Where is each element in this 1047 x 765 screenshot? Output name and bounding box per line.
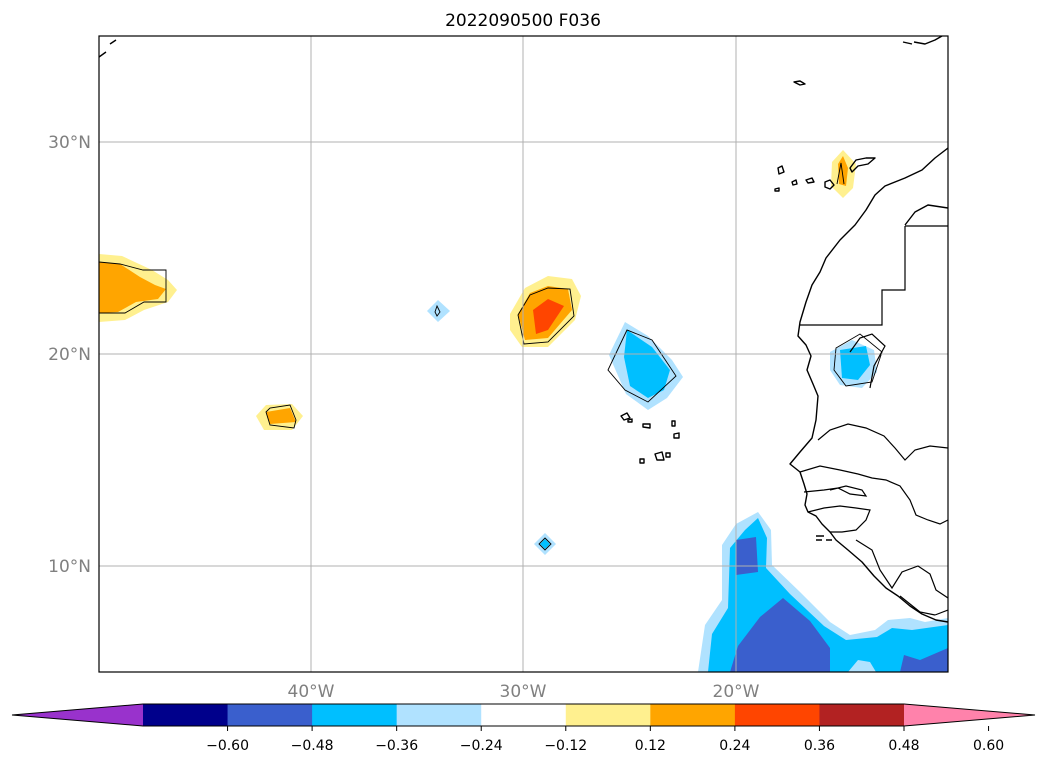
lon-label: 40°W bbox=[288, 682, 335, 702]
country-border bbox=[855, 539, 948, 599]
anomaly-fields bbox=[99, 150, 948, 672]
country-border bbox=[899, 595, 936, 616]
canary-islands bbox=[791, 179, 798, 186]
negative-anomaly-contour bbox=[848, 660, 876, 672]
negative-anomaly-contour bbox=[900, 648, 948, 672]
canary-islands bbox=[849, 157, 876, 173]
cape-verde-islands bbox=[627, 418, 633, 423]
contour-line bbox=[99, 261, 167, 314]
madeira-island bbox=[793, 80, 806, 86]
contour-line bbox=[434, 304, 441, 317]
colorbar-tick-label: −0.48 bbox=[291, 738, 334, 754]
positive-anomaly-contour bbox=[99, 262, 166, 313]
negative-anomaly-contour bbox=[427, 300, 450, 322]
colorbar-segment bbox=[227, 704, 313, 726]
contour-line bbox=[517, 287, 575, 345]
colorbar-segment bbox=[143, 704, 229, 726]
country-border bbox=[800, 226, 906, 326]
lat-label: 20°N bbox=[48, 345, 91, 365]
map-frame bbox=[98, 35, 949, 673]
lon-label: 20°W bbox=[713, 682, 760, 702]
morocco-coastline bbox=[904, 204, 948, 226]
colorbar-tick-label: 0.36 bbox=[804, 738, 835, 754]
colorbar-outline bbox=[11, 703, 1036, 727]
colorbar-tick-label: 0.12 bbox=[635, 738, 666, 754]
contour-line bbox=[265, 404, 297, 429]
cape-verde-islands bbox=[671, 420, 676, 427]
cape-verde-islands bbox=[620, 412, 631, 421]
colorbar-tick-label: −0.36 bbox=[375, 738, 418, 754]
colorbar-under-extension bbox=[12, 704, 143, 726]
canary-islands bbox=[805, 177, 815, 184]
colorbar: −0.60 −0.48 −0.36 −0.24 −0.12 0.12 0.24 0.36 0.4… bbox=[11, 703, 1036, 754]
colorbar-tick-label: 0.24 bbox=[719, 738, 750, 754]
negative-anomaly-contour bbox=[736, 537, 758, 575]
colorbar-tick-label: −0.24 bbox=[460, 738, 503, 754]
colorbar-tick-label: 0.60 bbox=[973, 738, 1004, 754]
positive-anomaly-contour bbox=[533, 299, 564, 334]
bissagos-islands bbox=[816, 535, 832, 541]
colorbar-segment bbox=[312, 704, 398, 726]
country-border bbox=[807, 505, 871, 533]
negative-anomaly-contour bbox=[624, 330, 670, 398]
contour-line bbox=[607, 329, 677, 403]
contour-lines bbox=[99, 162, 883, 551]
country-border bbox=[803, 485, 868, 497]
colorbar-segment bbox=[734, 704, 820, 726]
contour-line bbox=[833, 333, 883, 387]
cape-verde-islands bbox=[654, 451, 665, 461]
country-border bbox=[934, 609, 948, 616]
map-area bbox=[99, 36, 948, 672]
coastline-fragment bbox=[99, 39, 117, 58]
colorbar-tick-label: 0.48 bbox=[888, 738, 919, 754]
canary-islands bbox=[774, 187, 780, 192]
lon-label: 30°W bbox=[500, 682, 547, 702]
colorbar-over-extension bbox=[904, 704, 1035, 726]
map-title: 2022090500 F036 bbox=[445, 11, 601, 31]
country-border bbox=[817, 423, 948, 461]
lat-label: 30°N bbox=[48, 133, 91, 153]
cape-verde-islands bbox=[639, 458, 645, 464]
colorbar-tick-label: −0.60 bbox=[206, 738, 249, 754]
coastline bbox=[99, 36, 948, 623]
colorbar-tick-label: −0.12 bbox=[544, 738, 587, 754]
colorbar-segment bbox=[396, 704, 482, 726]
negative-anomaly-contour bbox=[540, 539, 550, 549]
cape-verde-islands bbox=[665, 452, 671, 458]
canary-islands bbox=[777, 165, 785, 175]
coastline-fragment bbox=[902, 36, 943, 45]
country-border bbox=[799, 465, 948, 525]
canary-islands bbox=[824, 179, 835, 190]
africa-coastline bbox=[789, 147, 948, 623]
negative-anomaly-contour bbox=[730, 598, 830, 672]
cape-verde-islands bbox=[673, 432, 680, 439]
cape-verde-islands bbox=[642, 423, 651, 429]
positive-anomaly-contour bbox=[266, 408, 296, 424]
colorbar-segment bbox=[819, 704, 905, 726]
graticule bbox=[99, 36, 948, 672]
country-border bbox=[849, 333, 886, 389]
lat-label: 10°N bbox=[48, 557, 91, 577]
contour-line bbox=[836, 162, 845, 185]
colorbar-segment bbox=[481, 704, 567, 726]
colorbar-segment bbox=[565, 704, 651, 726]
colorbar-segment bbox=[650, 704, 736, 726]
contour-line bbox=[538, 537, 552, 551]
